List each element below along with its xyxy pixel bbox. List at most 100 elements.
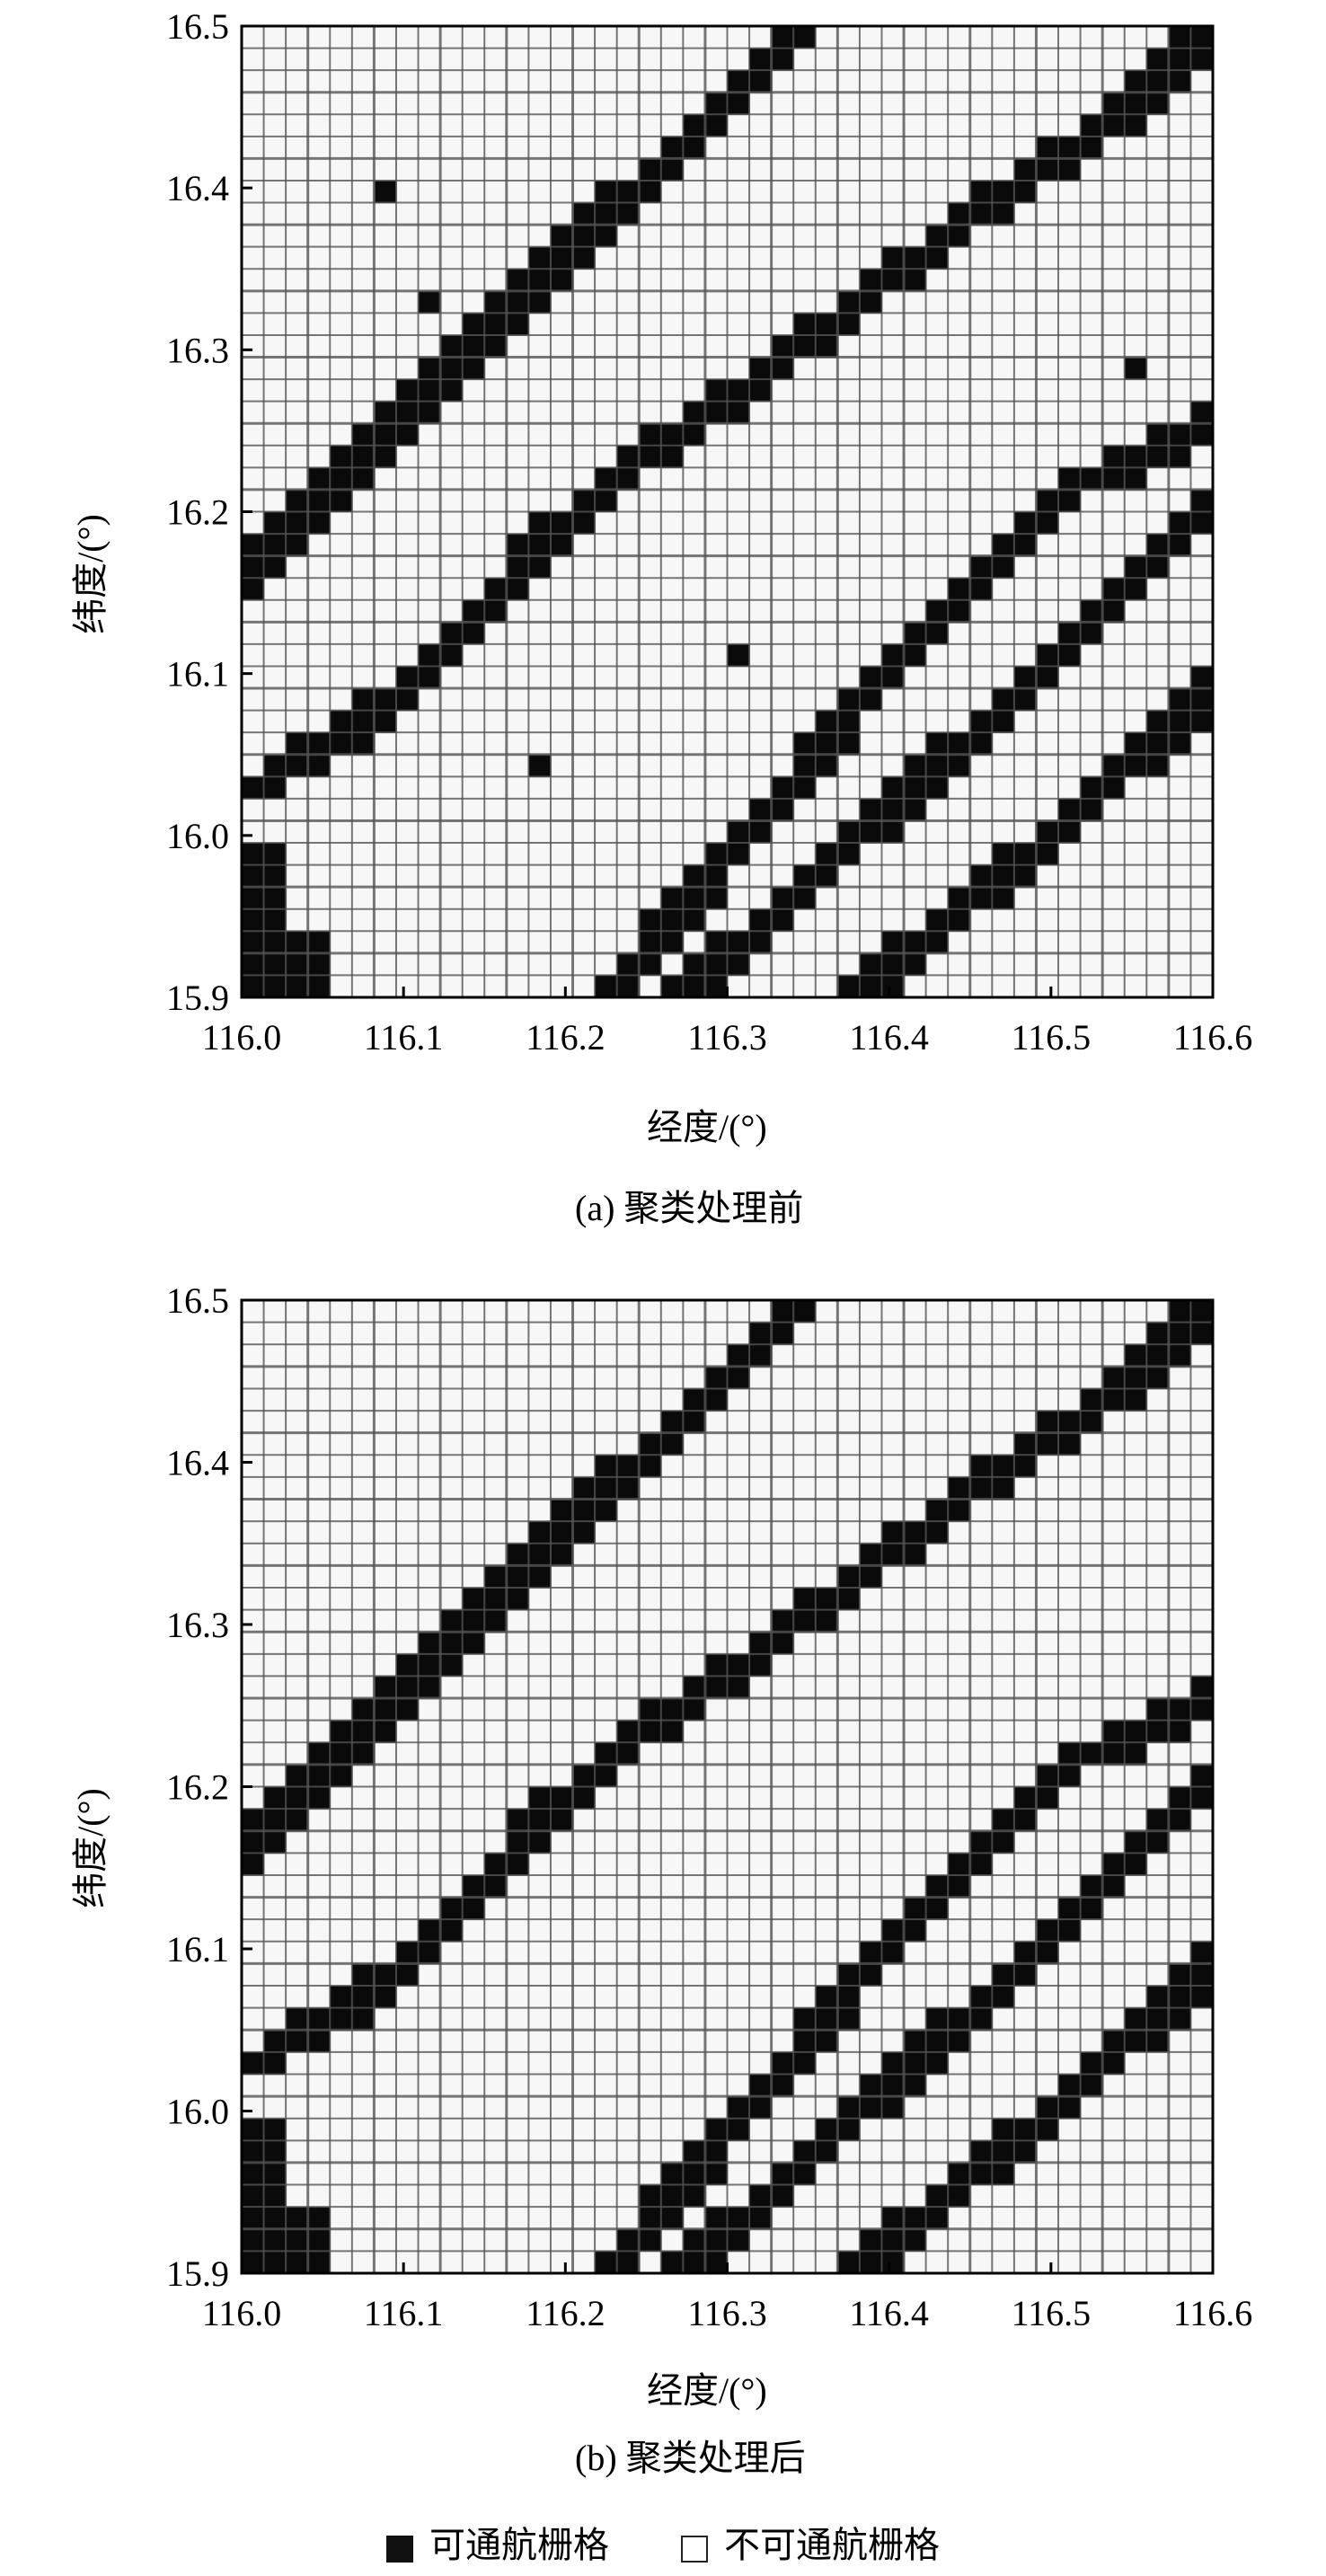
navigable-cell bbox=[506, 534, 529, 557]
navigable-cell bbox=[351, 445, 375, 468]
navigable-cell bbox=[948, 2184, 971, 2208]
x-tick-label: 116.6 bbox=[1173, 2293, 1253, 2333]
navigable-cell bbox=[639, 1455, 662, 1478]
navigable-cell bbox=[1013, 666, 1037, 689]
navigable-cell bbox=[948, 225, 971, 248]
navigable-cell bbox=[462, 1587, 485, 1611]
navigable-cell bbox=[704, 379, 728, 403]
navigable-cell bbox=[1190, 1986, 1214, 2009]
navigable-cell bbox=[771, 357, 794, 380]
navigable-cell bbox=[1102, 92, 1126, 115]
navigable-cell bbox=[1168, 1720, 1191, 1743]
navigable-cell bbox=[859, 1543, 882, 1566]
navigable-cell bbox=[859, 1565, 882, 1589]
navigable-cell bbox=[242, 776, 265, 800]
navigable-cell bbox=[749, 2074, 773, 2097]
navigable-cell bbox=[749, 931, 773, 954]
navigable-cell bbox=[374, 1986, 397, 2009]
navigable-cell bbox=[1058, 1411, 1082, 1434]
navigable-cell bbox=[727, 92, 750, 115]
y-tick-label: 16.5 bbox=[166, 1280, 229, 1321]
navigable-cell bbox=[704, 1388, 728, 1412]
navigable-cell bbox=[1146, 92, 1170, 115]
navigable-cell bbox=[815, 864, 838, 888]
navigable-cell bbox=[1168, 1344, 1191, 1368]
navigable-cell bbox=[925, 2051, 949, 2075]
navigable-cell bbox=[704, 2228, 728, 2252]
navigable-cell bbox=[992, 1476, 1015, 1500]
navigable-cell bbox=[1124, 1388, 1147, 1412]
navigable-cell bbox=[771, 1609, 794, 1633]
y-tick-label: 16.0 bbox=[166, 2092, 229, 2132]
navigable-cell bbox=[1146, 1698, 1170, 1722]
navigable-cell bbox=[418, 1919, 441, 1943]
navigable-cell bbox=[1036, 1941, 1059, 1964]
navigable-cell bbox=[881, 776, 905, 800]
navigable-cell bbox=[1013, 1963, 1037, 1987]
navigable-cell bbox=[1190, 489, 1214, 512]
navigable-cell bbox=[969, 2140, 993, 2164]
navigable-cell bbox=[1013, 688, 1037, 712]
navigable-cell bbox=[1146, 1986, 1170, 2009]
navigable-cell bbox=[595, 1455, 618, 1478]
navigable-cell bbox=[462, 1897, 485, 1920]
navigable-cell bbox=[727, 2207, 750, 2230]
navigable-cell bbox=[727, 1653, 750, 1677]
navigable-cell bbox=[639, 1720, 662, 1743]
navigable-cell bbox=[330, 445, 353, 468]
navigable-cell bbox=[1080, 1742, 1103, 1766]
navigable-cell bbox=[683, 908, 706, 932]
navigable-cell bbox=[683, 952, 706, 976]
navigable-cell bbox=[704, 864, 728, 888]
navigable-cell bbox=[948, 2007, 971, 2031]
navigable-cell bbox=[815, 843, 838, 866]
navigable-cell bbox=[550, 225, 574, 248]
x-tick-label: 116.2 bbox=[526, 1017, 606, 1058]
navigable-cell bbox=[771, 1300, 794, 1323]
navigable-cell bbox=[263, 2051, 287, 2075]
chart-a-caption: (a) 聚类处理前 bbox=[575, 1188, 804, 1228]
navigable-cell bbox=[925, 732, 949, 756]
navigable-cell bbox=[948, 202, 971, 226]
navigable-cell bbox=[660, 908, 684, 932]
navigable-cell bbox=[1168, 2007, 1191, 2031]
navigable-cell bbox=[904, 2074, 927, 2097]
navigable-cell bbox=[859, 820, 882, 844]
navigable-cell bbox=[242, 555, 265, 579]
navigable-cell bbox=[925, 1521, 949, 1545]
navigable-cell bbox=[440, 643, 464, 667]
navigable-cell bbox=[330, 467, 353, 491]
navigable-cell bbox=[616, 1455, 640, 1478]
navigable-cell bbox=[330, 1986, 353, 2009]
navigable-cell bbox=[550, 1786, 574, 1810]
navigable-cell bbox=[1036, 136, 1059, 159]
navigable-cell bbox=[704, 2207, 728, 2230]
navigable-cell bbox=[395, 401, 420, 424]
x-tick-label: 116.6 bbox=[1173, 1017, 1253, 1058]
navigable-cell bbox=[1168, 534, 1191, 557]
navigable-cell bbox=[969, 555, 993, 579]
navigable-cell bbox=[1058, 467, 1082, 491]
navigable-cell bbox=[969, 1830, 993, 1854]
navigable-cell bbox=[616, 180, 640, 204]
navigable-cell bbox=[506, 313, 529, 336]
navigable-cell bbox=[881, 246, 905, 270]
navigable-cell bbox=[837, 843, 861, 866]
navigable-cell bbox=[307, 754, 331, 777]
navigable-cell bbox=[925, 776, 949, 800]
y-tick-label: 16.3 bbox=[166, 330, 229, 370]
navigable-cell bbox=[727, 820, 750, 844]
navigable-cell bbox=[727, 952, 750, 976]
navigable-cell bbox=[727, 931, 750, 954]
navigable-cell bbox=[286, 2228, 309, 2252]
navigable-cell bbox=[815, 2030, 838, 2053]
navigable-cell bbox=[925, 2184, 949, 2208]
navigable-cell bbox=[484, 599, 508, 623]
navigable-cell bbox=[704, 92, 728, 115]
navigable-cell bbox=[550, 1499, 574, 1522]
navigable-cell bbox=[1124, 2030, 1147, 2053]
navigable-cell bbox=[948, 1874, 971, 1899]
navigable-cell bbox=[1036, 1432, 1059, 1456]
navigable-cell bbox=[242, 1853, 265, 1876]
navigable-cell bbox=[242, 1809, 265, 1832]
